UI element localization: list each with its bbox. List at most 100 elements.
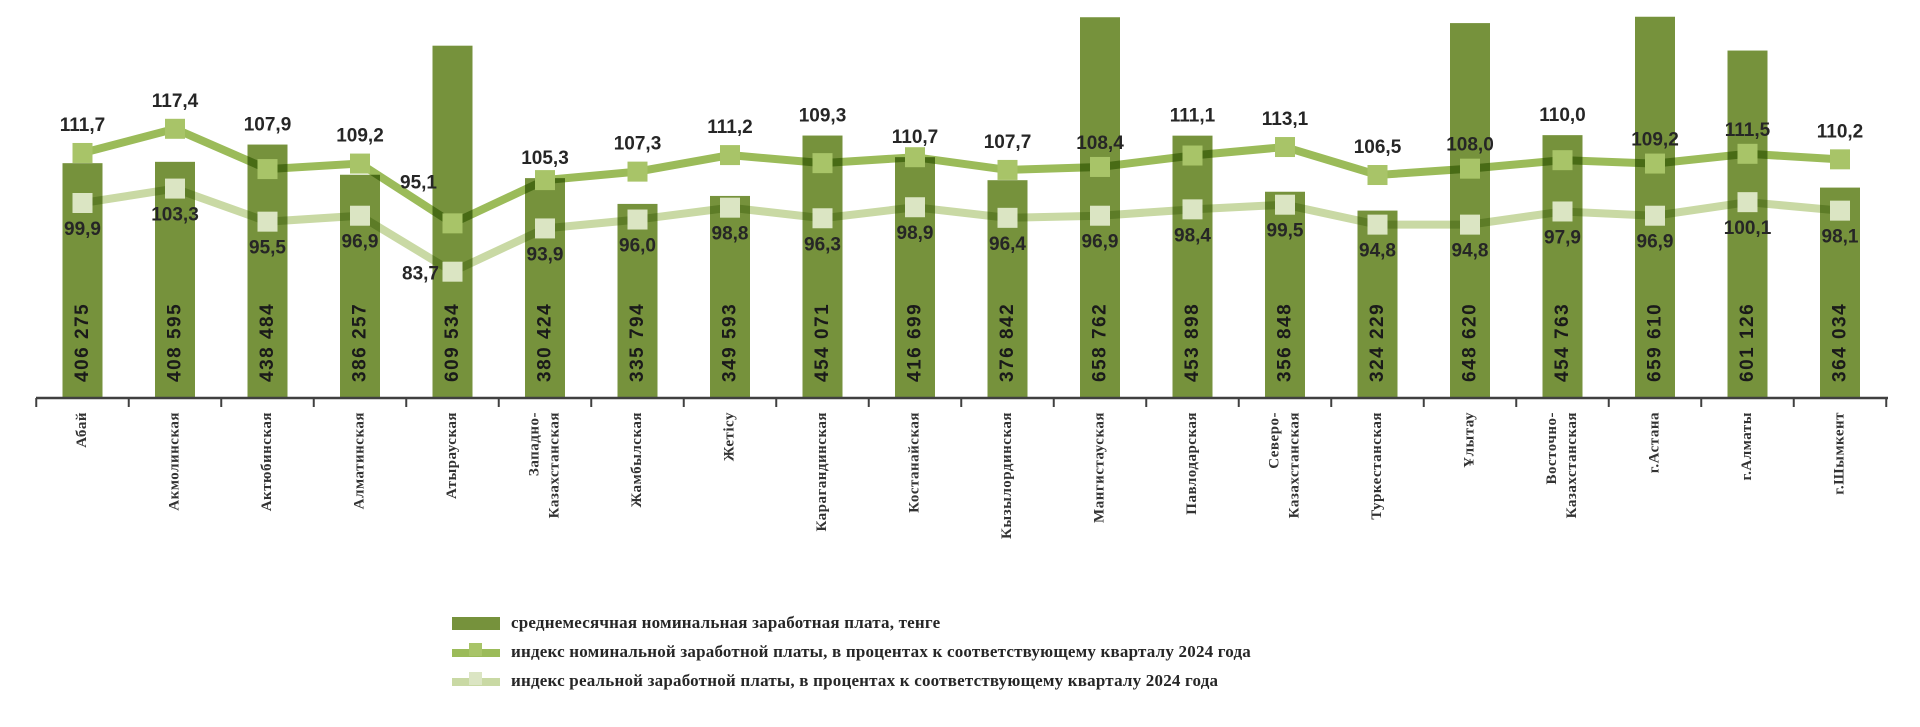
legend-item-real-index: индекс реальной заработной платы, в проц… [452, 671, 1251, 691]
real-index-marker [1275, 194, 1295, 215]
nominal-index-marker [1275, 137, 1295, 158]
bar-swatch [452, 616, 500, 630]
x-axis-label: Казахстанская [1286, 412, 1302, 518]
real-index-marker [1090, 205, 1110, 226]
bar [155, 161, 195, 398]
real-index-label: 103,3 [151, 205, 199, 226]
x-axis-label: Северо- [1266, 412, 1282, 469]
bar [1820, 187, 1860, 398]
bar-value-label: 408 595 [165, 303, 186, 382]
real-index-label: 98,9 [897, 223, 934, 244]
bar-value-label: 416 699 [905, 303, 926, 382]
real-index-line [81, 184, 1841, 277]
real-index-marker [1552, 201, 1573, 222]
bar-value-label: 659 610 [1645, 303, 1666, 382]
nominal-index-marker [812, 153, 833, 174]
real-index-marker [72, 193, 93, 213]
x-axis-label: Казахстанская [1564, 412, 1580, 518]
x-axis-label: Атырауская [444, 412, 460, 499]
x-axis-label: Актюбинская [259, 412, 275, 511]
nominal-index-marker [1552, 150, 1573, 171]
bar [1357, 210, 1398, 398]
legend-label: индекс реальной заработной платы, в проц… [511, 671, 1219, 690]
x-axis-label: Западно- [526, 412, 542, 476]
nominal-line-swatch [452, 643, 500, 661]
legend-label: индекс номинальной заработной платы, в п… [511, 642, 1251, 661]
nominal-index-marker [905, 147, 925, 168]
x-axis-label: Акмолинская [166, 412, 182, 511]
nominal-index-label: 108,0 [1446, 135, 1494, 156]
real-index-marker [535, 218, 555, 239]
real-index-marker [1367, 214, 1388, 235]
bar [1172, 135, 1213, 398]
real-index-marker [1830, 200, 1850, 221]
nominal-index-label: 111,2 [707, 117, 752, 138]
nominal-index-marker [1090, 156, 1110, 177]
bar-value-label: 376 842 [997, 303, 1018, 382]
nominal-index-marker [257, 159, 278, 180]
x-axis-label: Мангистауская [1091, 412, 1107, 523]
bar [1450, 23, 1490, 399]
combo-chart: 406 275 408 595 438 484 386 257 609 534 380 4… [35, 16, 1888, 539]
real-index-label: 95,5 [249, 238, 286, 259]
legend-label: среднемесячная номинальная заработная пл… [511, 613, 941, 632]
bar-value-label: 335 794 [627, 303, 648, 382]
bar [617, 203, 658, 398]
real-index-label: 98,1 [1822, 227, 1859, 248]
real-index-marker [1460, 214, 1480, 235]
nominal-index-label: 107,3 [614, 134, 662, 155]
x-axis-label: Костанайская [906, 412, 922, 513]
x-axis-label: г.Алматы [1739, 412, 1755, 480]
real-index-label: 97,9 [1544, 227, 1581, 248]
nominal-index-label: 107,7 [984, 132, 1032, 153]
bar-value-label: 406 275 [72, 303, 93, 382]
bar-value-label: 364 034 [1830, 303, 1851, 382]
nominal-index-label: 110,0 [1539, 105, 1586, 126]
real-index-label: 98,4 [1174, 225, 1211, 246]
nominal-index-marker [997, 159, 1018, 180]
nominal-index-marker [1460, 158, 1480, 179]
bar-value-label: 454 763 [1552, 303, 1573, 382]
real-index-marker [257, 211, 278, 232]
nominal-index-marker [535, 170, 555, 191]
x-axis-label: Ұлытау [1461, 412, 1477, 468]
real-index-label: 99,9 [64, 219, 101, 240]
real-index-label: 96,9 [342, 232, 379, 253]
real-index-label: 99,5 [1267, 221, 1304, 242]
bar [710, 195, 750, 398]
bar [525, 178, 565, 398]
real-index-marker [720, 197, 740, 218]
nominal-index-marker [1367, 165, 1388, 186]
nominal-index-label: 110,7 [892, 127, 939, 148]
legend: среднемесячная номинальная заработная пл… [452, 613, 1251, 691]
legend-item-nominal-index: индекс номинальной заработной платы, в п… [452, 642, 1251, 662]
x-axis-label: Туркестанская [1369, 412, 1385, 520]
real-index-marker [1645, 205, 1665, 226]
real-index-label: 96,3 [804, 234, 841, 255]
nominal-index-marker [1645, 153, 1665, 174]
real-index-marker [165, 178, 185, 199]
legend-item-nominal-salary: среднемесячная номинальная заработная пл… [452, 613, 1251, 633]
x-axis-label: Жетісу [721, 412, 737, 461]
nominal-index-label: 106,5 [1354, 137, 1402, 158]
nominal-index-marker [720, 145, 740, 166]
real-index-marker [627, 209, 648, 230]
real-index-marker [350, 205, 370, 226]
nominal-index-label: 113,1 [1262, 109, 1309, 130]
nominal-index-label: 111,5 [1725, 120, 1771, 141]
real-index-marker [905, 197, 925, 218]
nominal-index-line [81, 124, 1841, 228]
real-index-marker [442, 261, 463, 282]
real-index-marker [1182, 199, 1203, 220]
bar [1727, 50, 1768, 399]
nominal-index-marker [165, 118, 185, 139]
x-axis-label: Павлодарская [1184, 412, 1200, 515]
bar-value-label: 356 848 [1275, 303, 1296, 382]
x-axis-label: Абай [74, 412, 90, 448]
x-axis-label: Казахстанская [546, 412, 562, 518]
real-index-label: 96,9 [1637, 232, 1674, 253]
nominal-index-label: 105,3 [521, 148, 569, 169]
real-index-label: 94,8 [1452, 241, 1489, 262]
bar [247, 144, 288, 398]
